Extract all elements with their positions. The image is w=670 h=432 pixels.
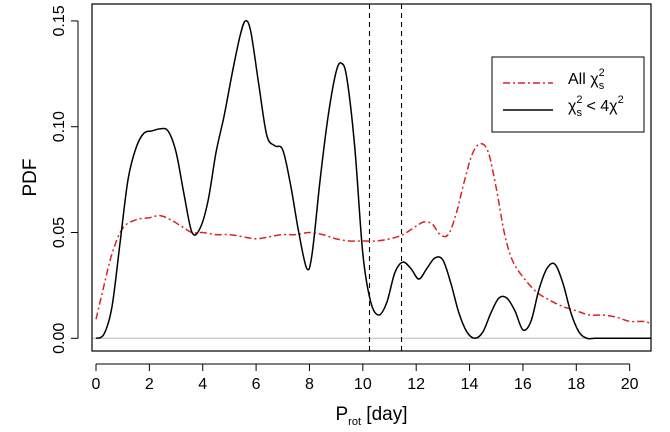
x-tick-label-2: 4 [198,376,207,393]
y-tick-label-0: 0.00 [51,323,68,354]
series-line-1 [95,19,651,340]
x-tick-label-5: 10 [354,376,372,393]
y-axis-label: PDF [20,159,41,197]
x-tick-label-10: 20 [621,376,639,393]
legend-box [491,56,645,133]
plot-frame [91,3,652,352]
y-axis: 0.00 0.05 0.10 0.15 [51,5,79,354]
legend-label-chi2s-lt-4chi2: χ2 s < 4χ2 [568,94,624,119]
series-line-0 [95,142,651,325]
legend: All χ2 s χ2 s < 4χ2 [491,56,645,133]
x-tick-label-4: 8 [305,376,314,393]
x-tick-label-7: 14 [461,376,479,393]
y-tick-label-3: 0.15 [51,5,68,36]
x-axis-label: Prot [day] [335,404,407,428]
x-axis: 0 2 4 6 8 10 12 14 16 18 20 [92,363,639,393]
x-tick-label-9: 18 [567,376,585,393]
y-tick-label-1: 0.05 [51,217,68,248]
x-tick-label-0: 0 [92,376,101,393]
x-tick-label-3: 6 [252,376,261,393]
plot-marks [92,4,651,351]
legend-label-all-chi2: All χ2 s [568,67,605,92]
plot-area [92,4,651,351]
x-tick-label-6: 12 [407,376,425,393]
x-tick-label-1: 2 [145,376,154,393]
x-tick-label-8: 16 [514,376,532,393]
y-tick-label-2: 0.10 [51,111,68,142]
